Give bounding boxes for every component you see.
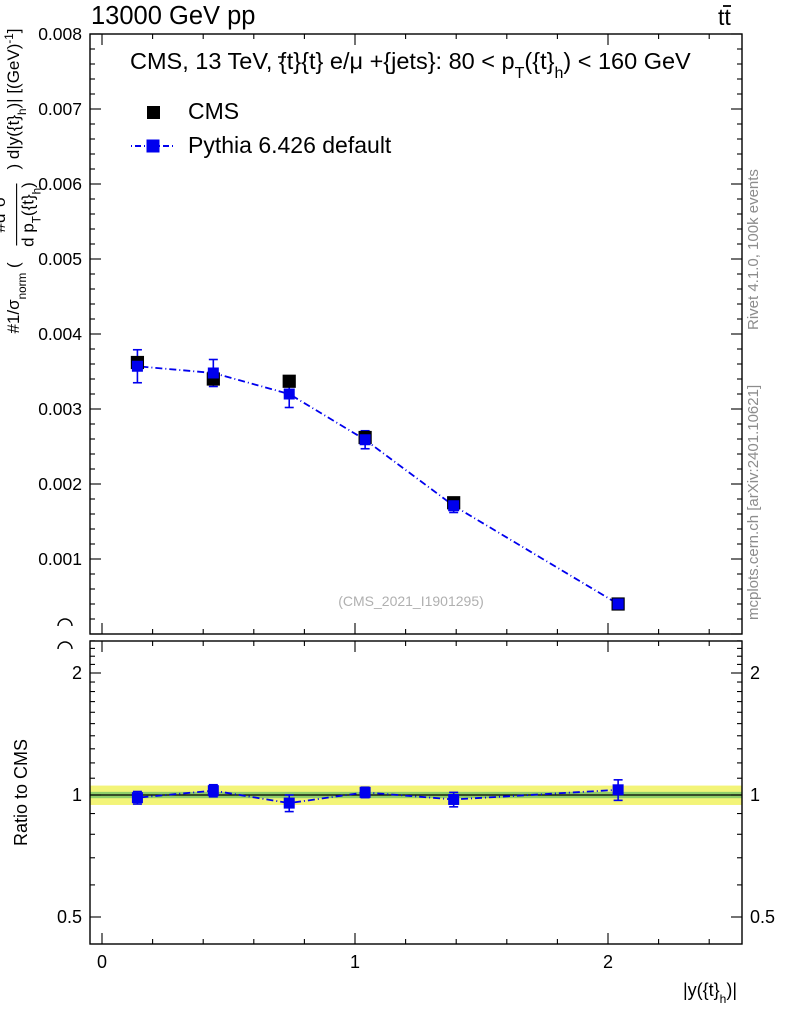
svg-text:0.002: 0.002 [38, 474, 82, 494]
svg-text:0: 0 [97, 952, 107, 972]
svg-text:Ratio to CMS: Ratio to CMS [11, 739, 31, 846]
svg-text:Pythia 6.426 default: Pythia 6.426 default [188, 132, 392, 158]
svg-text:Rivet 4.1.0, 100k events: Rivet 4.1.0, 100k events [745, 169, 762, 330]
svg-text:mcplots.cern.ch [arXiv:2401.10: mcplots.cern.ch [arXiv:2401.10621] [745, 385, 762, 620]
svg-text:1: 1 [72, 785, 82, 805]
svg-text:0.5: 0.5 [57, 907, 82, 927]
svg-text:0.008: 0.008 [38, 24, 82, 44]
svg-text:0.5: 0.5 [750, 907, 775, 927]
svg-text:CMS: CMS [188, 98, 239, 124]
svg-text:(CMS_2021_I1901295): (CMS_2021_I1901295) [338, 593, 484, 609]
svg-text:#d2σ: #d2σ [0, 196, 9, 232]
svg-text:1: 1 [750, 785, 760, 805]
svg-text:2: 2 [72, 663, 82, 683]
svg-text:0.003: 0.003 [38, 399, 82, 419]
svg-text:0.007: 0.007 [38, 99, 82, 119]
svg-text:0.004: 0.004 [38, 324, 82, 344]
svg-text:2: 2 [750, 663, 760, 683]
svg-text:13000 GeV pp: 13000 GeV pp [91, 2, 255, 30]
svg-text:0.005: 0.005 [38, 249, 82, 269]
svg-text:0.001: 0.001 [38, 549, 82, 569]
svg-text:1: 1 [350, 952, 360, 972]
svg-text:tt: tt [718, 4, 731, 30]
svg-text:2: 2 [603, 952, 613, 972]
svg-text:0.006: 0.006 [38, 174, 82, 194]
